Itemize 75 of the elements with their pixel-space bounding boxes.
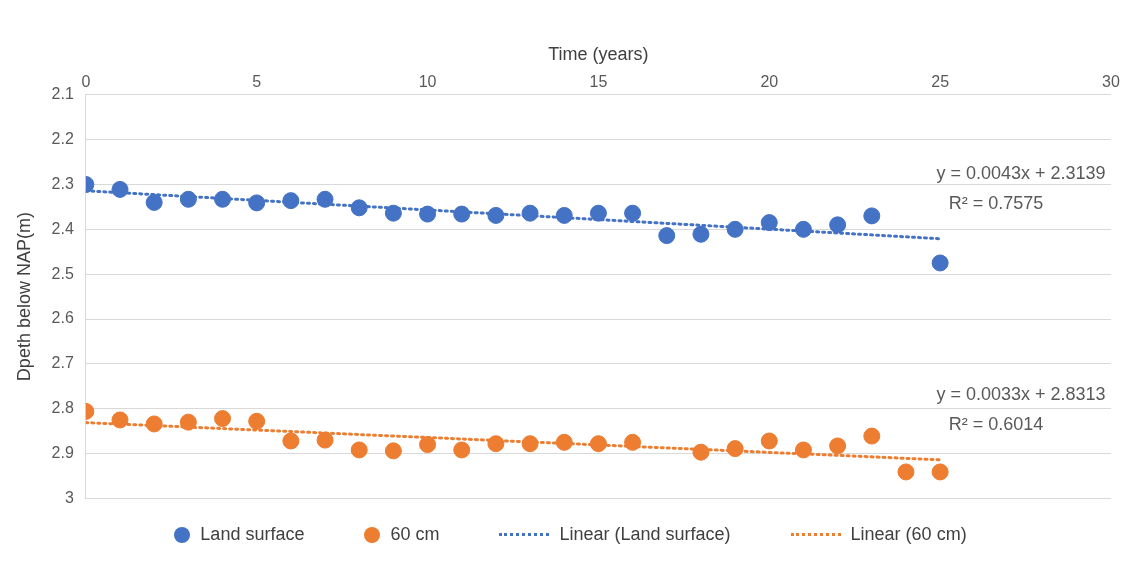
point xyxy=(248,412,266,430)
point xyxy=(179,190,197,208)
annotation: y = 0.0033x + 2.8313 xyxy=(936,383,1106,404)
point xyxy=(726,220,744,238)
point xyxy=(863,427,881,445)
point xyxy=(214,410,232,428)
y-tick-label: 2.2 xyxy=(51,130,74,148)
point xyxy=(214,190,232,208)
point xyxy=(794,220,812,238)
legend-label: Linear (60 cm) xyxy=(850,524,967,545)
y-tick-label: 2.4 xyxy=(51,219,74,237)
x-tick-label: 10 xyxy=(418,72,437,90)
point xyxy=(282,432,300,450)
y-tick-label: 2.5 xyxy=(51,264,74,282)
point xyxy=(111,180,129,198)
legend-label: Linear (Land surface) xyxy=(559,524,731,545)
point xyxy=(521,435,539,453)
point xyxy=(555,206,573,224)
point xyxy=(179,413,197,431)
point xyxy=(760,432,778,450)
y-axis-title: Dpeth below NAP(m) xyxy=(13,212,34,382)
y-tick-label: 3 xyxy=(64,488,74,506)
y-tick-label: 2.3 xyxy=(51,174,74,192)
point xyxy=(487,435,505,453)
x-tick-label: 0 xyxy=(81,72,91,90)
point xyxy=(384,442,402,460)
point xyxy=(350,441,368,459)
point xyxy=(589,435,607,453)
point xyxy=(760,214,778,232)
point xyxy=(419,436,437,454)
point xyxy=(145,415,163,433)
point xyxy=(692,225,710,243)
point xyxy=(658,227,676,245)
y-tick-label: 2.6 xyxy=(51,309,74,327)
x-tick-label: 5 xyxy=(252,72,262,90)
point xyxy=(624,204,642,222)
y-tick-label: 2.7 xyxy=(51,354,74,372)
annotation: y = 0.0043x + 2.3139 xyxy=(936,162,1106,183)
point xyxy=(316,190,334,208)
point xyxy=(589,204,607,222)
annotation: R² = 0.6014 xyxy=(948,413,1044,434)
x-tick-label: 15 xyxy=(589,72,608,90)
point xyxy=(145,193,163,211)
point xyxy=(419,205,437,223)
x-tick-label: 25 xyxy=(931,72,950,90)
point xyxy=(350,199,368,217)
point xyxy=(111,411,129,429)
point xyxy=(316,431,334,449)
x-axis-title: Time (years) xyxy=(548,43,649,64)
x-tick-label: 20 xyxy=(760,72,779,90)
point xyxy=(555,433,573,451)
legend-label: 60 cm xyxy=(390,524,440,545)
point xyxy=(794,441,812,459)
legend-label: Land surface xyxy=(200,524,305,545)
y-tick-label: 2.1 xyxy=(51,85,74,103)
point xyxy=(692,443,710,461)
point xyxy=(521,204,539,222)
point xyxy=(897,463,915,481)
point xyxy=(931,463,949,481)
annotation: R² = 0.7575 xyxy=(948,192,1044,213)
point xyxy=(726,440,744,458)
point xyxy=(282,192,300,210)
point xyxy=(487,206,505,224)
point xyxy=(453,441,471,459)
x-tick-label: 30 xyxy=(1102,72,1120,90)
point xyxy=(829,437,847,455)
point xyxy=(863,207,881,225)
point xyxy=(248,194,266,212)
point xyxy=(384,204,402,222)
point xyxy=(931,254,949,272)
point xyxy=(829,216,847,234)
y-tick-label: 2.8 xyxy=(51,399,74,417)
point xyxy=(453,205,471,223)
y-tick-label: 2.9 xyxy=(51,443,74,461)
point xyxy=(624,433,642,451)
